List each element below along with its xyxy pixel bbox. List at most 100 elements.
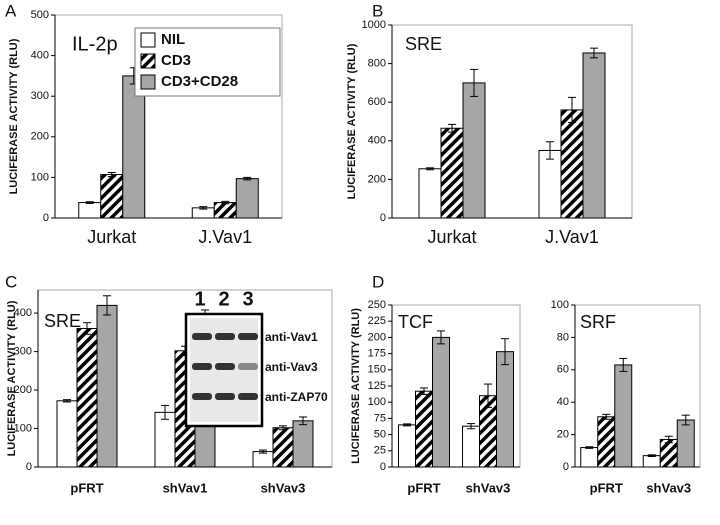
y-tick-label: 100 xyxy=(368,396,386,408)
y-tick-label: 0 xyxy=(380,212,386,224)
panel-letter: A xyxy=(5,1,17,20)
blot-band xyxy=(192,393,212,400)
blot-band xyxy=(192,333,212,340)
y-tick-label: 60 xyxy=(557,364,569,376)
x-tick-label: J.Vav1 xyxy=(198,227,252,247)
y-axis-label: LUCIFERASE ACTIVITY (RLU) xyxy=(6,300,18,456)
bar xyxy=(76,327,98,468)
bar xyxy=(582,52,606,219)
chart-label: IL-2p xyxy=(72,33,118,55)
legend-swatch xyxy=(140,32,156,48)
x-tick-label: pFRT xyxy=(407,480,440,495)
bar xyxy=(642,455,661,468)
blot-band xyxy=(238,333,258,340)
x-tick-label: J.Vav1 xyxy=(545,227,599,247)
y-tick-label: 75 xyxy=(374,412,386,424)
x-tick-label: Jurkat xyxy=(427,227,476,247)
blot-band xyxy=(238,363,258,370)
blot-band xyxy=(215,363,235,370)
blot-band xyxy=(238,393,258,400)
blot-label: anti-Vav3 xyxy=(265,360,318,374)
chart-label: SRE xyxy=(44,311,81,331)
lane-label: 1 xyxy=(194,288,205,310)
y-tick-label: 25 xyxy=(374,445,386,457)
legend-label: CD3 xyxy=(161,52,191,69)
legend-label: CD3+CD28 xyxy=(161,73,238,90)
panel-letter: C xyxy=(5,272,17,291)
bar xyxy=(560,109,584,219)
blot-label: anti-Vav1 xyxy=(265,330,318,344)
lane-label: 2 xyxy=(218,288,229,310)
y-tick-label: 0 xyxy=(563,461,569,473)
x-tick-label: pFRT xyxy=(590,480,623,495)
lane-label: 3 xyxy=(242,288,253,310)
y-tick-label: 200 xyxy=(368,331,386,343)
panel-letter: B xyxy=(372,1,383,20)
blot-band xyxy=(192,363,212,370)
y-tick-label: 80 xyxy=(557,331,569,343)
y-tick-label: 800 xyxy=(368,58,386,70)
x-tick-label: shVav3 xyxy=(261,480,306,495)
bar xyxy=(440,127,464,219)
bar xyxy=(154,411,176,468)
y-tick-label: 1000 xyxy=(362,19,386,31)
y-tick-label: 100 xyxy=(551,299,569,311)
panel-letter: D xyxy=(372,272,384,291)
y-tick-label: 250 xyxy=(368,299,386,311)
chart-label: SRF xyxy=(580,312,616,332)
bar xyxy=(398,424,416,468)
y-tick-label: 400 xyxy=(31,50,49,62)
y-axis-label: LUCIFERASE ACTIVITY (RLU) xyxy=(8,38,20,194)
y-tick-label: 225 xyxy=(368,315,386,327)
x-tick-label: Jurkat xyxy=(87,227,136,247)
bar xyxy=(462,425,480,468)
x-tick-label: shVav3 xyxy=(466,480,511,495)
bar xyxy=(292,420,314,468)
y-tick-label: 0 xyxy=(380,461,386,473)
bar xyxy=(415,390,433,468)
bar xyxy=(614,364,633,468)
y-tick-label: 400 xyxy=(14,307,32,319)
y-tick-label: 200 xyxy=(31,131,49,143)
bar xyxy=(580,447,599,468)
bar xyxy=(496,351,514,468)
y-tick-label: 300 xyxy=(31,90,49,102)
bar xyxy=(96,304,118,468)
blot-label: anti-ZAP70 xyxy=(265,390,328,404)
bar xyxy=(432,336,450,468)
bar xyxy=(676,419,695,468)
y-tick-label: 100 xyxy=(14,422,32,434)
y-tick-label: 0 xyxy=(26,461,32,473)
blot-band xyxy=(215,333,235,340)
blot-band xyxy=(215,393,235,400)
y-tick-label: 100 xyxy=(31,171,49,183)
bar xyxy=(272,427,294,468)
legend-swatch xyxy=(140,53,156,69)
y-tick-label: 150 xyxy=(368,364,386,376)
legend-box xyxy=(134,27,281,97)
x-tick-label: shVav1 xyxy=(163,480,208,495)
bar xyxy=(213,202,237,219)
y-tick-label: 50 xyxy=(374,429,386,441)
bar xyxy=(122,75,146,219)
y-tick-label: 200 xyxy=(14,384,32,396)
y-tick-label: 0 xyxy=(43,212,49,224)
x-tick-label: pFRT xyxy=(70,480,103,495)
bar xyxy=(56,400,78,468)
y-tick-label: 175 xyxy=(368,348,386,360)
bar xyxy=(235,178,259,219)
bar xyxy=(659,438,678,468)
legend-label: NIL xyxy=(161,31,185,48)
bar xyxy=(462,82,486,219)
bar xyxy=(418,168,442,219)
y-tick-label: 200 xyxy=(368,173,386,185)
y-tick-label: 400 xyxy=(368,135,386,147)
y-axis-label: LUCIFERASE ACTIVITY (RLU) xyxy=(346,43,358,199)
bar xyxy=(597,416,616,468)
bar xyxy=(538,149,562,219)
y-tick-label: 300 xyxy=(14,345,32,357)
x-tick-label: shVav3 xyxy=(646,480,691,495)
chart-label: SRE xyxy=(405,34,442,54)
y-tick-label: 40 xyxy=(557,396,569,408)
